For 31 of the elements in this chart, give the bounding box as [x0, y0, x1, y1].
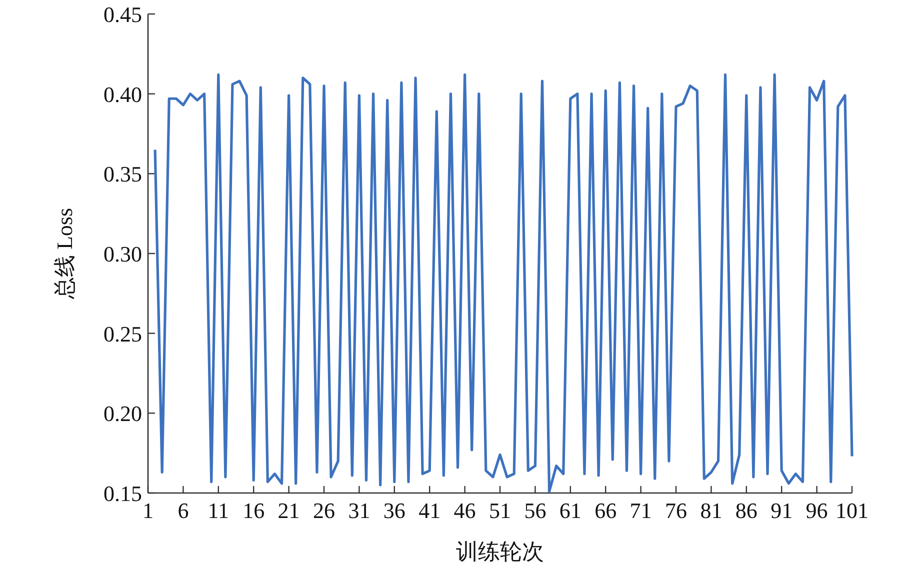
x-tick-label: 6	[178, 498, 189, 523]
y-tick-label: 0.25	[104, 321, 142, 346]
x-tick-label: 56	[524, 498, 546, 523]
x-tick-label: 71	[630, 498, 652, 523]
x-tick-label: 76	[665, 498, 687, 523]
y-tick-label: 0.35	[104, 162, 142, 187]
y-tick-label: 0.20	[104, 401, 142, 426]
x-tick-label: 26	[313, 498, 335, 523]
x-tick-label: 46	[454, 498, 476, 523]
x-tick-label: 81	[700, 498, 722, 523]
x-tick-label: 36	[383, 498, 406, 523]
y-axis-title: 总线 Loss	[52, 208, 77, 300]
y-tick-label: 0.30	[104, 242, 142, 266]
x-axis-title: 训练轮次	[456, 539, 544, 564]
x-tick-label: 101	[836, 498, 868, 523]
y-tick-label: 0.45	[104, 2, 142, 27]
y-tick-label: 0.15	[104, 481, 142, 506]
x-tick-label: 1	[142, 498, 154, 523]
x-tick-label: 11	[208, 498, 229, 523]
x-tick-label: 51	[489, 498, 511, 523]
x-tick-label: 31	[348, 498, 370, 523]
line-series	[154, 73, 854, 493]
x-tick-label: 66	[594, 498, 617, 523]
x-tick-label: 91	[770, 498, 793, 523]
x-tick-label: 61	[559, 498, 582, 523]
x-tick-label: 86	[735, 498, 758, 523]
y-tick-label: 0.40	[104, 82, 142, 107]
x-tick-label: 96	[806, 498, 828, 523]
x-tick-label: 21	[278, 498, 300, 523]
x-tick-label: 41	[418, 498, 441, 523]
x-tick-label: 16	[242, 498, 265, 523]
